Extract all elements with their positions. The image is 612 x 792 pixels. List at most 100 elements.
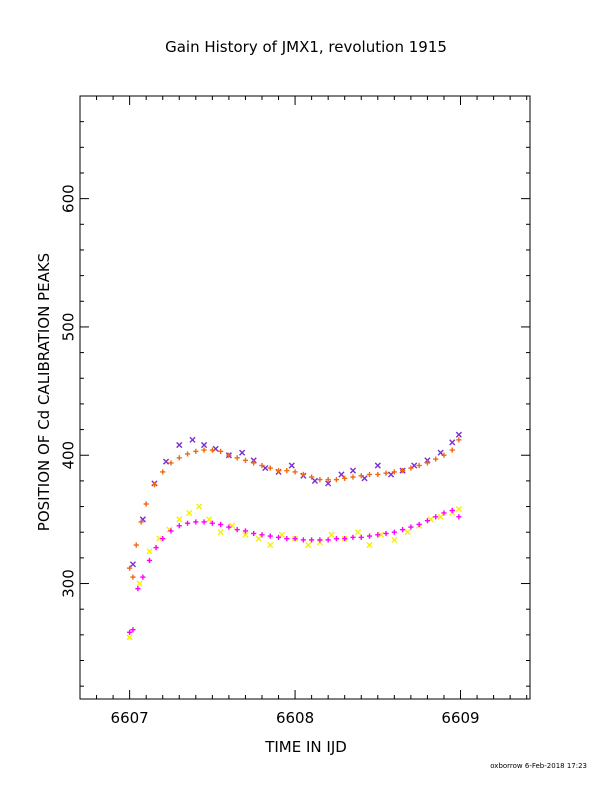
data-point: [251, 530, 257, 537]
data-point: [156, 535, 163, 542]
footer-stamp: oxborrow 6-Feb-2018 17:23: [490, 762, 587, 770]
data-point: [433, 514, 439, 520]
data-point: [234, 455, 240, 461]
data-marks: [126, 431, 462, 641]
data-point: [309, 537, 315, 543]
data-point: [267, 541, 274, 549]
data-point: [408, 465, 414, 471]
data-point: [350, 534, 356, 540]
data-point: [284, 536, 290, 542]
data-point: [242, 531, 249, 538]
y-tick-label: 300: [60, 569, 78, 598]
axis-tick-labels: 6607 6608 6609 300 400 500 600: [60, 184, 480, 727]
data-point: [449, 439, 456, 446]
data-point: [361, 475, 368, 482]
data-point: [267, 533, 273, 539]
data-point: [127, 629, 133, 635]
data-point: [135, 586, 141, 592]
data-point: [383, 530, 389, 537]
data-point: [193, 519, 199, 525]
data-point: [292, 536, 298, 542]
data-point: [416, 521, 422, 528]
data-point: [311, 477, 319, 484]
data-point: [387, 471, 395, 478]
data-point: [259, 532, 265, 538]
data-point: [433, 456, 439, 462]
data-point: [234, 527, 240, 533]
data-point: [383, 470, 389, 476]
data-point: [176, 523, 182, 529]
data-point: [456, 437, 462, 443]
data-point: [349, 467, 357, 474]
data-point: [391, 469, 397, 475]
data-point: [424, 518, 431, 524]
data-point: [325, 477, 331, 483]
data-point: [218, 448, 224, 454]
data-point: [375, 471, 381, 478]
data-point: [366, 471, 373, 478]
data-point: [441, 510, 447, 516]
data-point: [127, 565, 133, 571]
data-point: [160, 536, 166, 542]
data-point: [333, 536, 340, 542]
data-point: [456, 514, 462, 520]
data-point: [400, 527, 406, 533]
data-point: [130, 574, 136, 580]
data-point: [309, 474, 315, 480]
data-point: [168, 528, 174, 534]
data-point: [138, 519, 144, 525]
x-axis-label: TIME IN IJD: [264, 738, 347, 756]
y-tick-label: 400: [60, 441, 78, 470]
data-point: [317, 537, 323, 543]
plot-frame: [79, 95, 531, 700]
data-point: [186, 509, 193, 517]
data-point: [325, 537, 331, 543]
data-point: [176, 455, 182, 461]
data-point: [275, 468, 282, 474]
data-point: [300, 537, 306, 543]
data-point: [378, 531, 385, 538]
data-point: [176, 441, 183, 449]
data-point: [226, 524, 232, 530]
data-point: [404, 529, 411, 536]
data-point: [242, 457, 249, 463]
data-point: [184, 520, 191, 526]
data-point: [366, 533, 373, 539]
data-point: [300, 471, 306, 478]
data-point: [325, 480, 332, 487]
data-point: [146, 557, 153, 564]
data-point: [200, 441, 208, 449]
data-point: [201, 519, 207, 525]
data-point: [130, 627, 136, 633]
data-point: [239, 449, 246, 456]
data-point: [129, 561, 137, 568]
data-point: [328, 531, 335, 538]
data-point: [151, 482, 158, 488]
data-point: [217, 529, 224, 536]
data-point: [455, 506, 462, 513]
data-point: [143, 501, 149, 507]
data-point: [416, 462, 422, 469]
data-point: [358, 534, 364, 540]
data-point: [342, 475, 348, 481]
data-point: [424, 460, 431, 466]
data-point: [218, 521, 224, 528]
data-point: [455, 431, 462, 438]
data-point: [288, 462, 295, 469]
data-point: [146, 548, 153, 555]
data-point: [358, 473, 364, 479]
data-point: [168, 460, 174, 466]
data-point: [160, 469, 166, 475]
data-point: [140, 574, 146, 580]
y-axis-label: POSITION OF Cd CALIBRATION PEAKS: [35, 253, 53, 531]
data-point: [226, 452, 232, 458]
data-point: [441, 452, 447, 458]
data-point: [437, 513, 444, 520]
data-point: [400, 468, 406, 474]
data-point: [176, 516, 183, 523]
data-point: [259, 462, 265, 469]
data-point: [278, 531, 285, 538]
data-point: [162, 458, 170, 465]
data-point: [136, 580, 143, 587]
y-tick-label: 600: [60, 184, 78, 213]
